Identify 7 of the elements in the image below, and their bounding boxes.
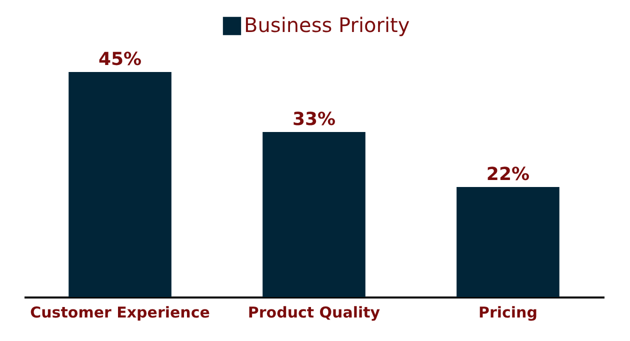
x-tick-label: Pricing (478, 304, 538, 322)
legend-label: Business Priority (244, 13, 410, 37)
x-tick-label: Product Quality (248, 304, 380, 322)
data-label: 45% (98, 49, 142, 70)
data-label: 33% (292, 109, 336, 130)
data-label: 22% (486, 164, 530, 185)
x-tick-label: Customer Experience (30, 304, 210, 322)
